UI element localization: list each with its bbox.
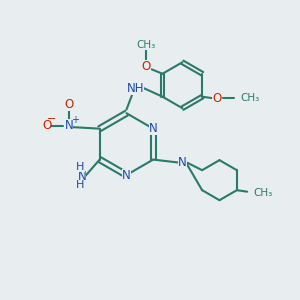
- Text: NH: NH: [127, 82, 144, 95]
- Text: H: H: [76, 162, 85, 172]
- Text: O: O: [142, 60, 151, 73]
- Text: CH₃: CH₃: [240, 93, 259, 103]
- Text: +: +: [71, 116, 80, 125]
- Text: N: N: [149, 122, 158, 135]
- Text: O: O: [42, 119, 51, 132]
- Text: CH₃: CH₃: [253, 188, 272, 198]
- Text: H: H: [76, 180, 85, 190]
- Text: N: N: [122, 169, 131, 182]
- Text: O: O: [64, 98, 74, 111]
- Text: N: N: [78, 170, 86, 183]
- Text: N: N: [178, 156, 187, 169]
- Text: −: −: [47, 114, 57, 124]
- Text: CH₃: CH₃: [137, 40, 156, 50]
- Text: N: N: [64, 119, 73, 132]
- Text: O: O: [212, 92, 222, 105]
